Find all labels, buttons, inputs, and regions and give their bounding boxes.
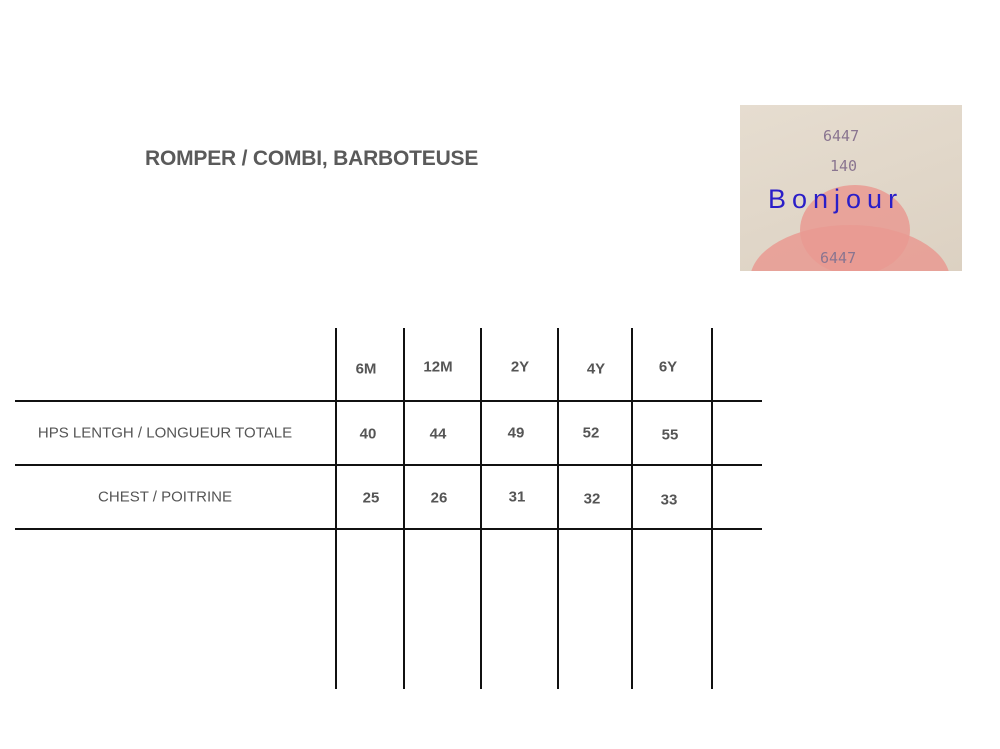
- table-cell: 31: [508, 488, 526, 506]
- table-cell: 55: [661, 426, 679, 444]
- table-divider: [15, 400, 762, 402]
- table-cell: 44: [429, 425, 447, 443]
- column-header: 6M: [355, 360, 377, 378]
- stamp-number: 6447: [820, 249, 857, 267]
- table-divider: [15, 528, 762, 530]
- table-cell: 32: [583, 490, 601, 508]
- table-cell: 25: [362, 489, 380, 507]
- table-cell: 26: [430, 489, 448, 507]
- column-header: 2Y: [510, 358, 530, 376]
- column-header: 6Y: [658, 358, 678, 376]
- bonjour-photo: 6447 140 6447 Bonjour: [740, 105, 962, 271]
- table-divider: [557, 328, 559, 689]
- table-divider: [403, 328, 405, 689]
- table-divider: [15, 464, 762, 466]
- page-title: ROMPER / COMBI, BARBOTEUSE: [145, 147, 479, 170]
- pink-pattern: [800, 185, 910, 271]
- row-label: CHEST / POITRINE: [98, 488, 232, 506]
- table-cell: 33: [660, 491, 678, 509]
- row-label: HPS LENTGH / LONGUEUR TOTALE: [37, 424, 293, 442]
- stamp-number: 140: [830, 157, 858, 175]
- column-header: 12M: [423, 358, 453, 376]
- table-divider: [480, 328, 482, 689]
- column-header: 4Y: [586, 360, 606, 378]
- table-cell: 52: [582, 424, 600, 442]
- table-cell: 49: [507, 424, 525, 442]
- stamp-number: 6447: [823, 127, 860, 145]
- table-divider: [335, 328, 337, 689]
- table-divider: [711, 328, 713, 689]
- table-cell: 40: [359, 425, 377, 443]
- table-divider: [631, 328, 633, 689]
- photo-caption: Bonjour: [768, 184, 904, 214]
